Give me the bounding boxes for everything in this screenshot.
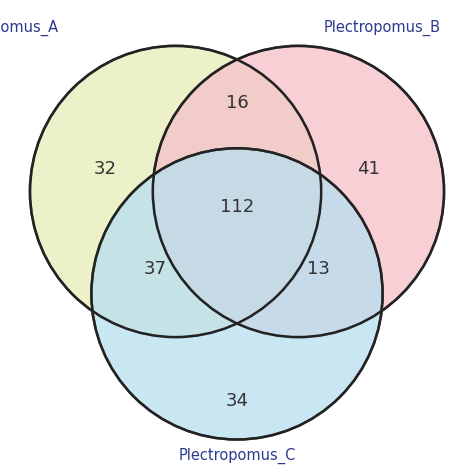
Text: 16: 16: [226, 94, 248, 112]
Text: 37: 37: [144, 260, 166, 278]
Circle shape: [153, 46, 444, 337]
Circle shape: [30, 46, 321, 337]
Text: 41: 41: [357, 160, 381, 178]
Text: Plectropomus_C: Plectropomus_C: [178, 447, 296, 464]
Circle shape: [91, 148, 383, 439]
Text: Plectropomus_B: Plectropomus_B: [324, 19, 441, 36]
Text: 34: 34: [226, 392, 248, 410]
Text: Plectropomus_A: Plectropomus_A: [0, 19, 59, 36]
Text: 13: 13: [308, 260, 330, 278]
Text: 32: 32: [93, 160, 117, 178]
Text: 112: 112: [220, 199, 254, 217]
